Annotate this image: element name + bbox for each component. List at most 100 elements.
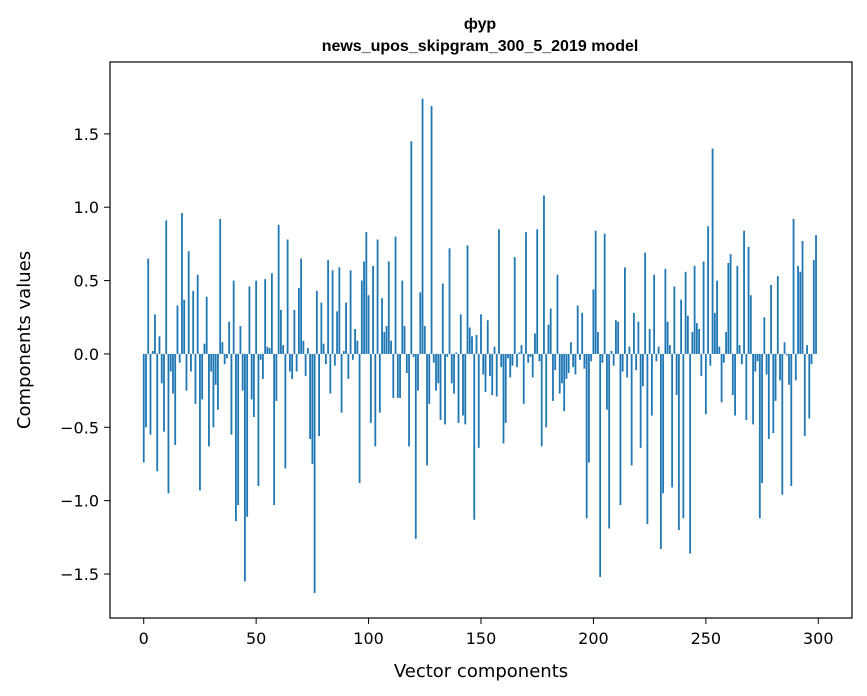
bar [493, 346, 496, 354]
bar [360, 280, 363, 354]
bar [356, 340, 359, 354]
bar [172, 353, 174, 394]
bar [646, 353, 649, 525]
bar [592, 289, 595, 354]
bar [594, 230, 597, 354]
bar [803, 353, 806, 437]
bar [259, 353, 262, 360]
bar [482, 353, 485, 375]
bar [556, 274, 559, 354]
bar [758, 353, 761, 519]
bar [797, 265, 799, 354]
bar [176, 305, 179, 354]
y-tick-label: −0.5 [60, 418, 99, 437]
bar [374, 353, 377, 447]
bar [686, 315, 689, 354]
bar [702, 261, 705, 354]
bar [801, 240, 804, 354]
bar [693, 265, 696, 354]
bar [226, 353, 228, 359]
bar [405, 353, 408, 374]
bar [282, 345, 285, 354]
bar [160, 353, 163, 384]
x-tick-label: 0 [139, 629, 149, 648]
bar [270, 273, 273, 354]
bar [576, 305, 579, 354]
bar [246, 353, 249, 517]
bar [212, 353, 215, 428]
bar [601, 353, 604, 363]
bar [810, 353, 813, 365]
bar [522, 353, 525, 404]
bar [219, 218, 222, 354]
bar [322, 343, 325, 354]
bar [421, 98, 424, 354]
bar [513, 257, 516, 354]
bar [169, 353, 172, 372]
x-tick-label: 100 [353, 629, 384, 648]
bar [754, 353, 757, 372]
bar [725, 331, 727, 354]
bar [763, 317, 766, 354]
bar [608, 353, 611, 529]
bar [473, 353, 476, 520]
y-tick-label: 1.5 [74, 125, 99, 144]
bar [435, 353, 437, 391]
bar [428, 353, 431, 404]
bar [394, 236, 397, 354]
x-tick-label: 50 [246, 629, 266, 648]
bar [700, 353, 703, 376]
bar [156, 353, 159, 472]
bar [570, 342, 572, 354]
bar [648, 329, 651, 354]
bar [262, 353, 264, 379]
bar [293, 309, 296, 354]
bar [306, 348, 309, 354]
bar [196, 274, 199, 354]
x-axis-ticks: 0 50 100 150 200 250 300 [139, 618, 834, 648]
bar [641, 353, 644, 387]
bar [455, 352, 458, 354]
bar [244, 353, 246, 582]
bar [432, 353, 435, 363]
bar [504, 353, 507, 423]
bar [266, 346, 269, 354]
bar [279, 309, 282, 354]
bar [549, 308, 552, 354]
bar [603, 233, 606, 354]
x-tick-label: 300 [803, 629, 834, 648]
bar [403, 326, 406, 354]
bar [396, 353, 399, 398]
bar [547, 324, 550, 354]
bar [486, 320, 489, 354]
bar [536, 229, 539, 354]
bar [671, 353, 674, 488]
bar [579, 353, 581, 360]
bar [232, 280, 235, 354]
bar [747, 246, 750, 354]
bar [291, 353, 294, 379]
bar [221, 342, 224, 354]
bar [158, 336, 161, 354]
bar [720, 353, 723, 403]
bar [612, 353, 615, 366]
bar [756, 353, 759, 362]
bar [369, 353, 372, 423]
bar [250, 353, 253, 400]
bar [462, 353, 464, 416]
bar [201, 353, 204, 400]
bar [673, 286, 676, 354]
bar [558, 353, 561, 394]
bar [318, 353, 321, 437]
bar [590, 353, 593, 362]
bar [752, 353, 754, 425]
bar [163, 353, 165, 432]
bar [192, 290, 195, 354]
bar [151, 351, 154, 354]
bar [410, 141, 413, 354]
bar [255, 280, 258, 354]
bar [477, 353, 480, 448]
bar [448, 248, 451, 354]
bar [520, 345, 523, 354]
bar [677, 353, 680, 530]
